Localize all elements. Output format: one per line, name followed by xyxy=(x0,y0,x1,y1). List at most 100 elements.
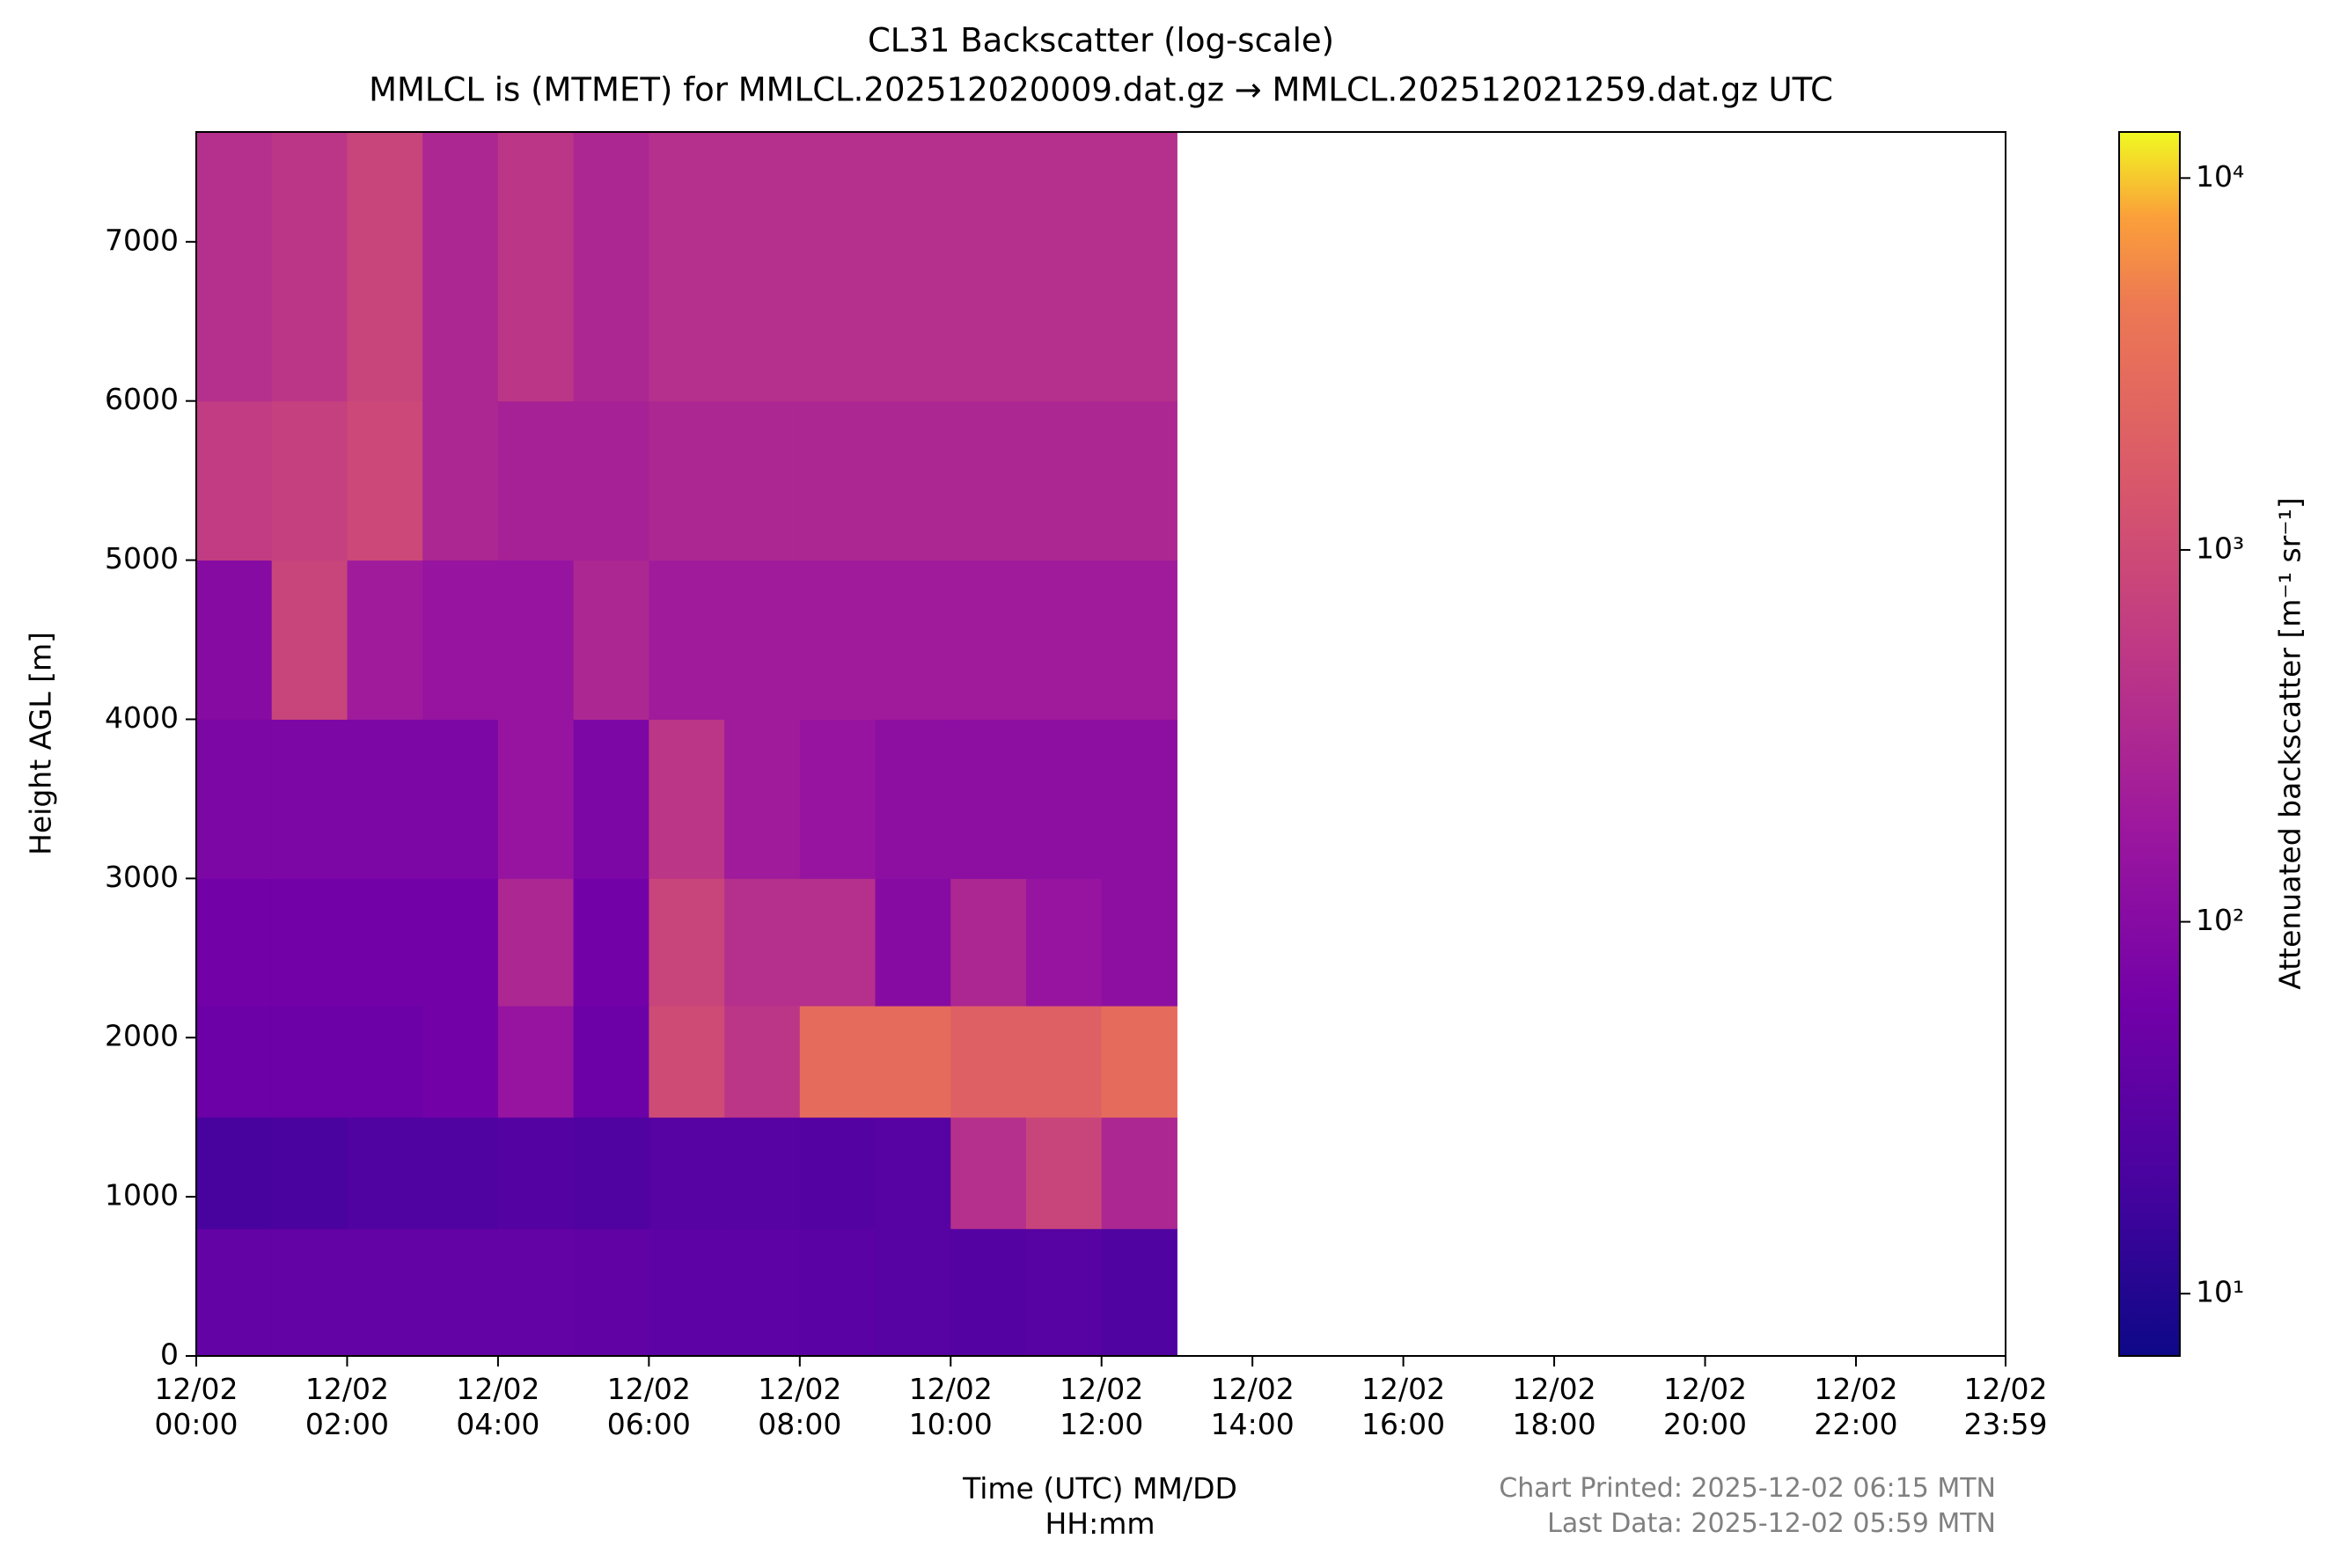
x-tick-label: 12/02 23:59 xyxy=(1963,1372,2048,1441)
y-tick-label: 0 xyxy=(160,1337,179,1372)
heat-cell xyxy=(724,1228,801,1357)
heat-cell xyxy=(347,1117,423,1229)
heat-cell xyxy=(875,400,951,561)
x-tick-label: 12/02 04:00 xyxy=(456,1372,540,1441)
heat-cell xyxy=(649,1117,725,1229)
colorbar-label: Attenuated backscatter [m⁻¹ sr⁻¹] xyxy=(2273,497,2307,990)
heat-cell xyxy=(573,1228,649,1357)
heat-cell xyxy=(573,132,649,402)
heat-cell xyxy=(950,1117,1027,1229)
heat-cell xyxy=(1101,878,1177,1007)
x-tick-label: 12/02 02:00 xyxy=(304,1372,389,1441)
heat-cell xyxy=(950,560,1027,720)
heat-cell xyxy=(1101,719,1177,879)
heat-cell xyxy=(347,1006,423,1118)
heat-cell xyxy=(573,560,649,720)
heat-cell xyxy=(950,1006,1027,1118)
heat-cell xyxy=(347,132,423,402)
x-axis-label: Time (UTC) MM/DD HH:mm xyxy=(963,1471,1237,1541)
footer-note: Last Data: 2025-12-02 05:59 MTN xyxy=(1547,1508,1996,1539)
heat-cell xyxy=(950,1228,1027,1357)
heat-cell xyxy=(271,1228,348,1357)
heat-cell xyxy=(347,1228,423,1357)
heat-cell xyxy=(1025,400,1103,561)
colorbar-tick-label: 10³ xyxy=(2196,531,2244,565)
x-tick-label: 12/02 22:00 xyxy=(1814,1372,1898,1441)
heat-cell xyxy=(724,560,801,720)
heat-cell xyxy=(573,1006,649,1118)
x-tick-label: 12/02 20:00 xyxy=(1662,1372,1748,1441)
heat-cell xyxy=(271,400,348,561)
heat-cell xyxy=(196,719,273,879)
heat-cell xyxy=(497,132,575,402)
heat-cell xyxy=(497,1228,575,1357)
heat-cell xyxy=(875,1006,951,1118)
heat-cell xyxy=(196,1228,273,1357)
heat-cell xyxy=(422,719,499,879)
heat-cell xyxy=(799,1117,877,1229)
heat-cell xyxy=(422,560,499,720)
x-tick-label: 12/02 00:00 xyxy=(154,1372,238,1441)
heat-cell xyxy=(497,560,575,720)
heat-cell xyxy=(422,1228,499,1357)
heat-cell xyxy=(799,400,877,561)
heat-cell xyxy=(649,560,725,720)
heat-cell xyxy=(196,560,273,720)
heat-cell xyxy=(497,1006,575,1118)
footer-note: Chart Printed: 2025-12-02 06:15 MTN xyxy=(1499,1473,1996,1504)
x-tick-label: 12/02 18:00 xyxy=(1512,1372,1596,1441)
heat-cell xyxy=(724,1117,801,1229)
heat-cell xyxy=(347,560,423,720)
heat-cell xyxy=(196,878,273,1007)
heat-cell xyxy=(799,1228,877,1357)
heat-cell xyxy=(649,400,725,561)
heat-cell xyxy=(1101,560,1177,720)
heat-cell xyxy=(1101,1117,1177,1229)
heat-cell xyxy=(1025,719,1103,879)
heat-cell xyxy=(271,1117,348,1229)
colorbar-tick-label: 10¹ xyxy=(2196,1275,2244,1309)
heat-cell xyxy=(573,400,649,561)
x-tick-label: 12/02 06:00 xyxy=(606,1372,691,1441)
x-tick-label: 12/02 14:00 xyxy=(1210,1372,1295,1441)
heat-cell xyxy=(497,878,575,1007)
x-tick-label: 12/02 08:00 xyxy=(758,1372,842,1441)
heat-cell xyxy=(799,719,877,879)
chart-title: CL31 Backscatter (log-scale) xyxy=(868,22,1334,60)
heat-cell xyxy=(422,878,499,1007)
heat-cell xyxy=(1025,560,1103,720)
heat-cell xyxy=(1101,132,1177,402)
heat-cell xyxy=(271,878,348,1007)
heat-cell xyxy=(950,878,1027,1007)
heat-cell xyxy=(649,878,725,1007)
heat-cell xyxy=(875,878,951,1007)
heat-cell xyxy=(422,1006,499,1118)
heat-cell xyxy=(1025,878,1103,1007)
x-tick-label: 12/02 16:00 xyxy=(1361,1372,1446,1441)
heat-cell xyxy=(271,560,348,720)
heat-cell xyxy=(271,132,348,402)
heat-cell xyxy=(196,132,273,402)
y-tick-label: 3000 xyxy=(105,860,179,894)
heat-cell xyxy=(573,719,649,879)
heat-cell xyxy=(724,400,801,561)
colorbar-tick-label: 10² xyxy=(2196,903,2244,937)
heat-cell xyxy=(950,132,1027,402)
heat-cell xyxy=(724,878,801,1007)
y-axis-label: Height AGL [m] xyxy=(24,632,58,855)
heat-cell xyxy=(347,719,423,879)
heat-cell xyxy=(724,1006,801,1118)
heat-cell xyxy=(497,719,575,879)
heat-cell xyxy=(497,1117,575,1229)
heat-cell xyxy=(875,1228,951,1357)
heat-cell xyxy=(422,400,499,561)
x-tick-label: 12/02 10:00 xyxy=(908,1372,993,1441)
heat-cell xyxy=(1101,1006,1177,1118)
heat-cell xyxy=(875,719,951,879)
x-tick-label: 12/02 12:00 xyxy=(1060,1372,1144,1441)
heat-cell xyxy=(497,400,575,561)
heat-cell xyxy=(799,878,877,1007)
heat-cell xyxy=(196,400,273,561)
heat-cell xyxy=(649,1228,725,1357)
